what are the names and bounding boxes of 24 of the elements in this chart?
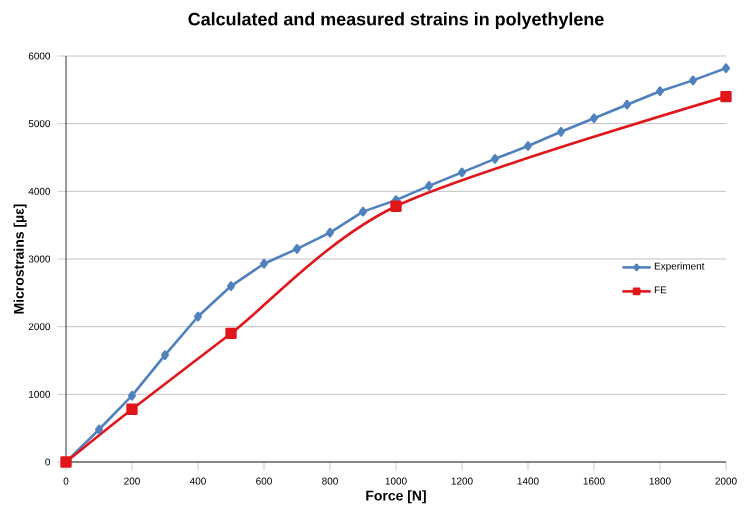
point (95, 424, 103, 435)
point (227, 281, 235, 291)
point (161, 350, 169, 360)
point (260, 258, 268, 269)
point (491, 153, 499, 164)
point (326, 227, 334, 238)
point (359, 206, 367, 217)
point (720, 90, 732, 103)
point (390, 200, 402, 212)
point (225, 327, 237, 340)
point (656, 86, 664, 97)
point (722, 63, 730, 74)
point (623, 99, 631, 110)
point (425, 181, 433, 191)
point (590, 113, 598, 124)
point (458, 167, 466, 178)
point (293, 243, 301, 254)
point (524, 141, 532, 151)
chart-title: Calculated and measured strains in polyethylene (188, 12, 604, 29)
point (126, 403, 138, 415)
point (128, 390, 136, 401)
point (557, 126, 565, 137)
point (689, 75, 697, 86)
point (194, 311, 202, 322)
